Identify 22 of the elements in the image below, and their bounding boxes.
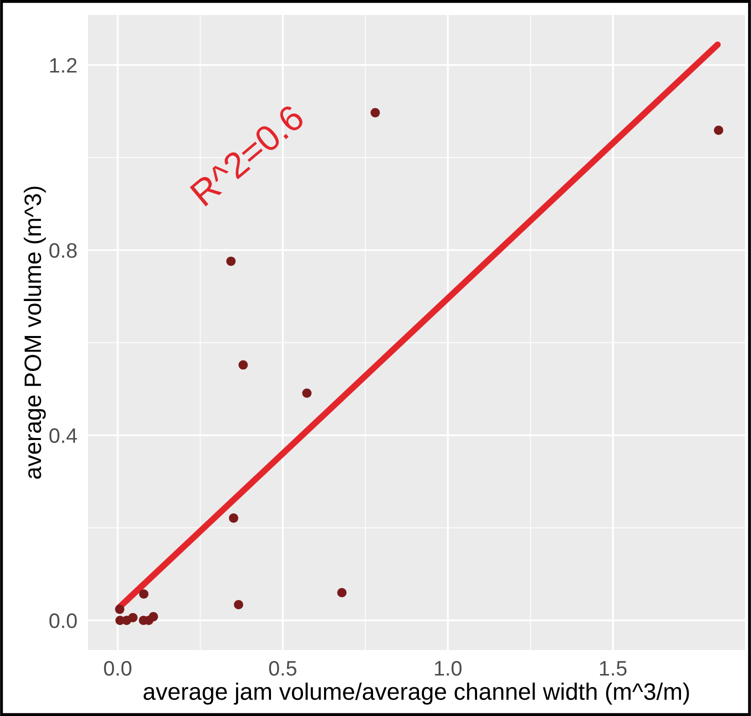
x-axis-title: average jam volume/average channel width (m^3/m): [144, 682, 689, 705]
x-tick-label: 0.5: [269, 660, 296, 676]
point: [139, 589, 148, 599]
y-tick-label: 0.4: [49, 428, 77, 443]
point: [234, 600, 244, 610]
y-tick-label: 1.2: [50, 58, 77, 73]
point: [226, 256, 236, 266]
x-tick-label: 1.5: [600, 661, 627, 676]
y-tick-label: 0.8: [49, 243, 77, 258]
point: [148, 612, 158, 622]
point: [228, 513, 238, 523]
point: [238, 360, 248, 370]
x-tick-label: 0.0: [104, 660, 132, 676]
y-axis-title: average POM volume (m^3): [24, 186, 46, 479]
point: [302, 388, 312, 398]
x-tick-label: 1.0: [434, 660, 462, 676]
point: [337, 588, 347, 598]
point: [370, 108, 380, 118]
point: [714, 126, 724, 135]
point: [115, 604, 124, 614]
point: [128, 612, 138, 622]
y-tick-label: 0.0: [49, 613, 77, 628]
